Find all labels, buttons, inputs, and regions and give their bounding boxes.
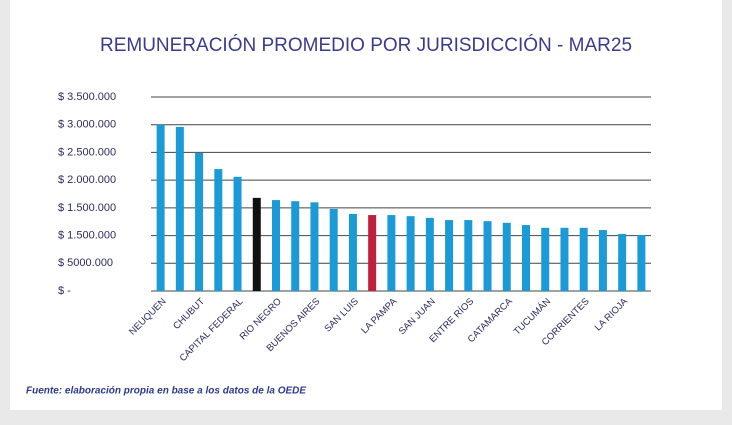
bar	[310, 202, 319, 291]
bar	[329, 208, 338, 291]
bar	[272, 200, 280, 291]
bar	[406, 216, 415, 291]
y-tick-label: $ 3.500.000	[58, 91, 116, 103]
bar	[483, 221, 492, 291]
y-tick-label: $ 5000.000	[58, 257, 113, 269]
source-note: Fuente: elaboración propia en base a los…	[26, 386, 306, 397]
bar	[195, 152, 204, 291]
bar	[252, 197, 261, 291]
bar	[348, 213, 357, 291]
bar	[522, 225, 530, 291]
bar	[579, 227, 588, 291]
bar	[214, 169, 223, 291]
bar	[618, 233, 627, 291]
y-tick-label: $ -	[58, 285, 71, 297]
bar	[637, 235, 646, 291]
bar	[156, 124, 165, 291]
panel	[10, 0, 722, 410]
y-tick-label: $ 1.500.000	[58, 229, 116, 241]
bar	[464, 220, 473, 291]
bar	[425, 217, 434, 291]
bar	[560, 227, 569, 291]
bar	[387, 215, 396, 291]
y-tick-label: $ 2.000.000	[58, 174, 116, 186]
bar	[291, 201, 300, 291]
bar	[175, 126, 184, 291]
bar	[368, 215, 377, 291]
chart-title: REMUNERACIÓN PROMEDIO POR JURISDICCIÓN -…	[100, 34, 632, 56]
bar	[233, 176, 242, 291]
bar	[598, 230, 607, 291]
bar	[445, 220, 454, 291]
y-tick-label: $ 2.500.000	[58, 146, 116, 158]
bar	[502, 222, 511, 291]
y-tick-label: $ 1.500.000	[58, 202, 116, 214]
bar	[541, 227, 550, 291]
y-tick-label: $ 3.000.000	[58, 119, 116, 131]
